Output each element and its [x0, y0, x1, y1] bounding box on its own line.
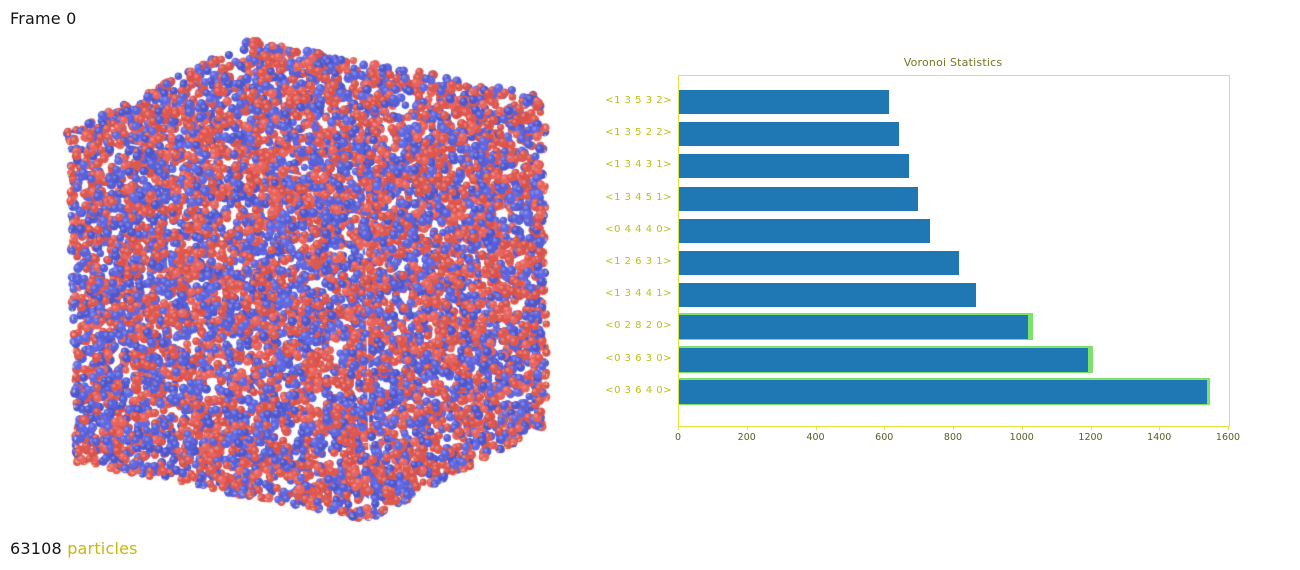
particle-viewport[interactable] [0, 0, 620, 570]
x-tick-label: 1000 [1009, 432, 1034, 443]
voronoi-statistics-chart: Voronoi Statistics <1 3 5 3 2> <1 3 5 2 2… [600, 48, 1280, 468]
bar-12631 [679, 251, 960, 275]
y-tick-label: <0 3 6 4 0> [605, 384, 672, 396]
x-tick-mark [1090, 426, 1092, 430]
x-tick-label: 800 [943, 432, 963, 443]
bar-04440 [679, 218, 930, 243]
particle-count-word: particles [61, 539, 138, 558]
x-tick-label: 1400 [1147, 432, 1172, 443]
y-tick-label: <0 4 4 4 0> [605, 223, 672, 235]
y-tick-label: <1 3 5 2 2> [605, 127, 672, 139]
particle-count-number: 63108 [10, 539, 62, 558]
bar-13522 [679, 122, 899, 147]
y-tick-label: <1 3 4 4 1> [605, 288, 672, 300]
x-tick-label: 400 [806, 432, 825, 443]
y-tick-label: <1 3 4 5 1> [605, 191, 672, 203]
y-tick-label: <1 3 5 3 2> [605, 95, 672, 106]
x-tick-label: 0 [674, 432, 682, 443]
bar-03630 [679, 347, 1089, 372]
x-tick-label: 200 [737, 432, 756, 443]
x-tick-label: 1600 [1215, 432, 1241, 443]
y-tick-label: <0 3 6 3 0> [605, 352, 672, 364]
x-tick-label: 1200 [1078, 432, 1103, 443]
x-tick-mark [815, 426, 817, 430]
bar-02820 [679, 315, 1028, 340]
x-tick-mark [1159, 426, 1161, 430]
particle-count-label: 63108 particles [10, 539, 138, 558]
x-tick-mark [884, 426, 886, 430]
x-tick-mark [678, 426, 679, 430]
chart-plot-area [678, 75, 1230, 427]
bar-13431 [679, 154, 910, 179]
y-tick-label: <1 3 4 3 1> [605, 159, 672, 171]
bar-13441 [679, 283, 977, 308]
x-tick-mark [1228, 426, 1229, 430]
y-tick-label: <0 2 8 2 0> [605, 320, 672, 332]
x-tick-mark [746, 426, 748, 430]
x-tick-mark [953, 426, 954, 430]
chart-title: Voronoi Statistics [903, 56, 1003, 69]
x-tick-label: 600 [875, 432, 894, 443]
y-tick-label: <1 2 6 3 1> [605, 256, 672, 267]
bar-13532 [679, 90, 889, 114]
x-tick-mark [1021, 426, 1023, 430]
bar-03640 [679, 379, 1207, 404]
bar-13451 [679, 186, 918, 211]
